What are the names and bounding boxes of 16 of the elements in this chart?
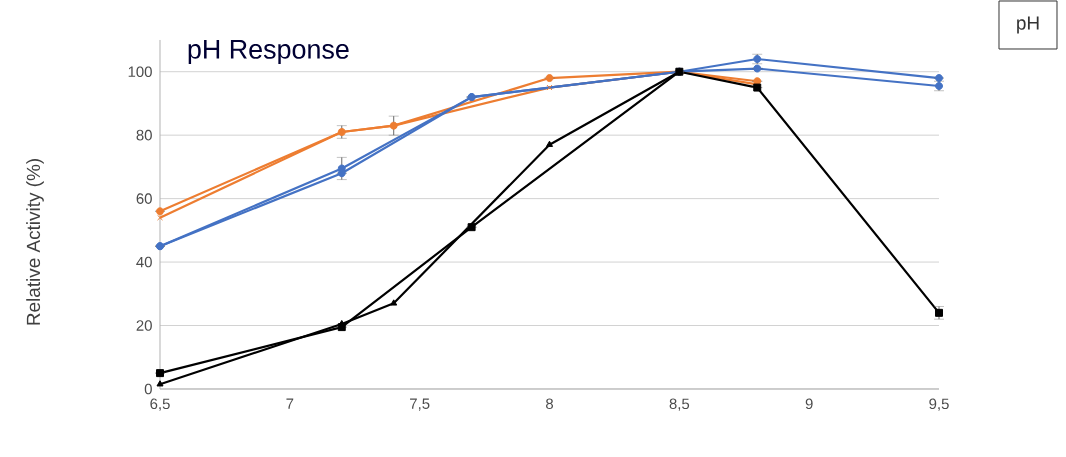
- y-tick-label: 40: [136, 256, 152, 268]
- y-tick-label: 0: [144, 383, 152, 395]
- y-tick-label: 80: [136, 129, 152, 141]
- x-axis-title: pH: [1017, 16, 1039, 34]
- x-tick-label: 9,5: [929, 398, 949, 411]
- x-tick-label: 8,5: [669, 398, 690, 411]
- x-tick-label: 8: [546, 398, 554, 410]
- y-tick-label: 20: [136, 320, 152, 331]
- x-tick-label: 7,5: [410, 398, 430, 411]
- y-tick-label: 100: [128, 66, 152, 77]
- chart-title: pH Response: [188, 40, 349, 65]
- x-tick-label: 9: [805, 398, 813, 410]
- x-tick-label: 7: [286, 398, 294, 409]
- x-tick-label: 6,5: [150, 398, 170, 411]
- y-tick-label: 60: [136, 193, 152, 204]
- y-axis-title: Relative Activity (%): [26, 159, 44, 325]
